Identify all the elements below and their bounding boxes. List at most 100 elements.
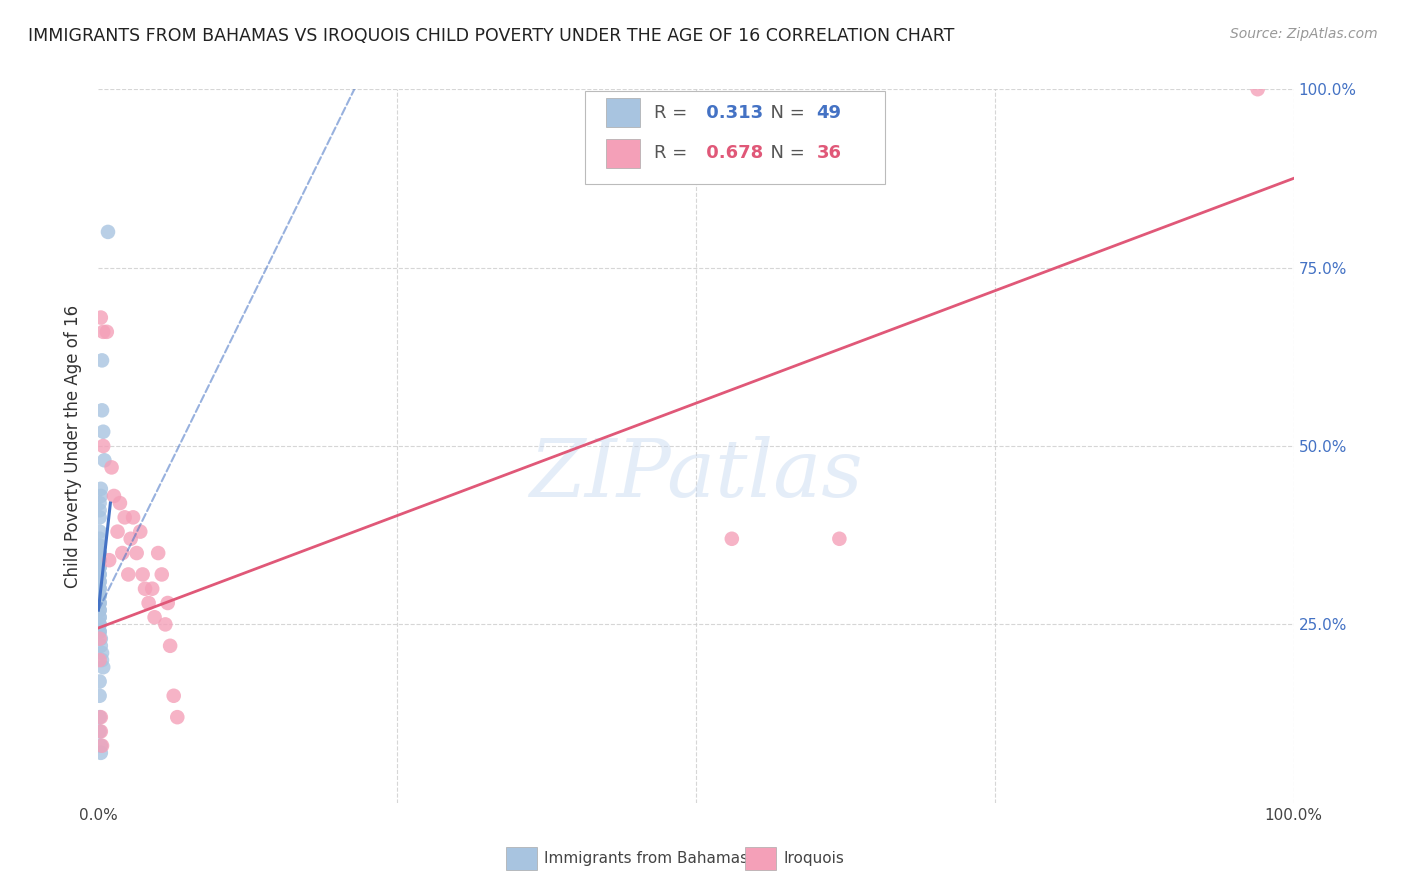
- Point: [89, 553, 111, 567]
- Text: 49: 49: [817, 103, 842, 121]
- Point: [120, 532, 142, 546]
- Point: [89, 574, 111, 589]
- Point: [89, 617, 111, 632]
- Point: [122, 510, 145, 524]
- Text: Immigrants from Bahamas: Immigrants from Bahamas: [544, 852, 748, 866]
- Point: [89, 582, 111, 596]
- Point: [89, 689, 111, 703]
- Text: N =: N =: [759, 103, 811, 121]
- Point: [91, 325, 114, 339]
- Point: [89, 603, 111, 617]
- Point: [89, 632, 111, 646]
- Point: [1246, 82, 1268, 96]
- Point: [89, 582, 111, 596]
- Point: [89, 653, 111, 667]
- Y-axis label: Child Poverty Under the Age of 16: Child Poverty Under the Age of 16: [65, 304, 83, 588]
- Point: [89, 503, 111, 517]
- Point: [114, 510, 136, 524]
- Text: Source: ZipAtlas.com: Source: ZipAtlas.com: [1230, 27, 1378, 41]
- Point: [90, 724, 112, 739]
- FancyBboxPatch shape: [606, 98, 640, 127]
- Point: [91, 425, 114, 439]
- Point: [150, 567, 173, 582]
- Point: [91, 739, 114, 753]
- Point: [90, 482, 112, 496]
- Point: [89, 603, 111, 617]
- Point: [93, 453, 115, 467]
- Point: [89, 596, 111, 610]
- Point: [111, 546, 134, 560]
- Point: [89, 539, 111, 553]
- Point: [155, 617, 177, 632]
- Text: Iroquois: Iroquois: [783, 852, 844, 866]
- Point: [91, 439, 114, 453]
- Point: [91, 653, 114, 667]
- Point: [90, 639, 112, 653]
- Point: [89, 560, 111, 574]
- Point: [103, 489, 125, 503]
- Point: [89, 560, 111, 574]
- Point: [89, 574, 111, 589]
- Point: [89, 546, 111, 560]
- Point: [89, 624, 111, 639]
- Point: [89, 724, 111, 739]
- Point: [89, 496, 111, 510]
- Point: [98, 553, 121, 567]
- Point: [90, 632, 112, 646]
- Point: [89, 567, 111, 582]
- Point: [90, 489, 112, 503]
- Point: [131, 567, 153, 582]
- Point: [159, 639, 181, 653]
- Point: [89, 567, 111, 582]
- Text: 0.313: 0.313: [700, 103, 762, 121]
- Text: 36: 36: [817, 145, 842, 162]
- Point: [89, 539, 111, 553]
- Point: [134, 582, 156, 596]
- Point: [90, 310, 112, 325]
- Point: [89, 710, 111, 724]
- Point: [89, 546, 111, 560]
- Point: [721, 532, 744, 546]
- Point: [166, 710, 188, 724]
- Point: [141, 582, 163, 596]
- Point: [125, 546, 148, 560]
- Point: [91, 403, 114, 417]
- Point: [91, 353, 114, 368]
- Point: [129, 524, 152, 539]
- FancyBboxPatch shape: [585, 91, 884, 184]
- Point: [90, 710, 112, 724]
- Text: IMMIGRANTS FROM BAHAMAS VS IROQUOIS CHILD POVERTY UNDER THE AGE OF 16 CORRELATIO: IMMIGRANTS FROM BAHAMAS VS IROQUOIS CHIL…: [28, 27, 955, 45]
- Text: 0.678: 0.678: [700, 145, 763, 162]
- Point: [89, 589, 111, 603]
- Point: [91, 646, 114, 660]
- Point: [91, 660, 114, 674]
- Point: [89, 610, 111, 624]
- Text: R =: R =: [654, 145, 693, 162]
- Point: [89, 617, 111, 632]
- Point: [107, 524, 129, 539]
- Point: [89, 624, 111, 639]
- Point: [89, 674, 111, 689]
- Point: [89, 524, 111, 539]
- Point: [828, 532, 851, 546]
- Point: [90, 739, 112, 753]
- Point: [89, 596, 111, 610]
- Point: [89, 510, 111, 524]
- Point: [148, 546, 170, 560]
- Point: [108, 496, 131, 510]
- FancyBboxPatch shape: [606, 139, 640, 168]
- Point: [143, 610, 166, 624]
- Point: [96, 325, 118, 339]
- Point: [90, 746, 112, 760]
- Point: [117, 567, 139, 582]
- Point: [89, 610, 111, 624]
- Point: [89, 553, 111, 567]
- Text: ZIPatlas: ZIPatlas: [529, 436, 863, 513]
- Point: [100, 460, 122, 475]
- Point: [156, 596, 179, 610]
- Point: [97, 225, 120, 239]
- Text: R =: R =: [654, 103, 693, 121]
- Point: [163, 689, 186, 703]
- Point: [89, 589, 111, 603]
- Point: [89, 532, 111, 546]
